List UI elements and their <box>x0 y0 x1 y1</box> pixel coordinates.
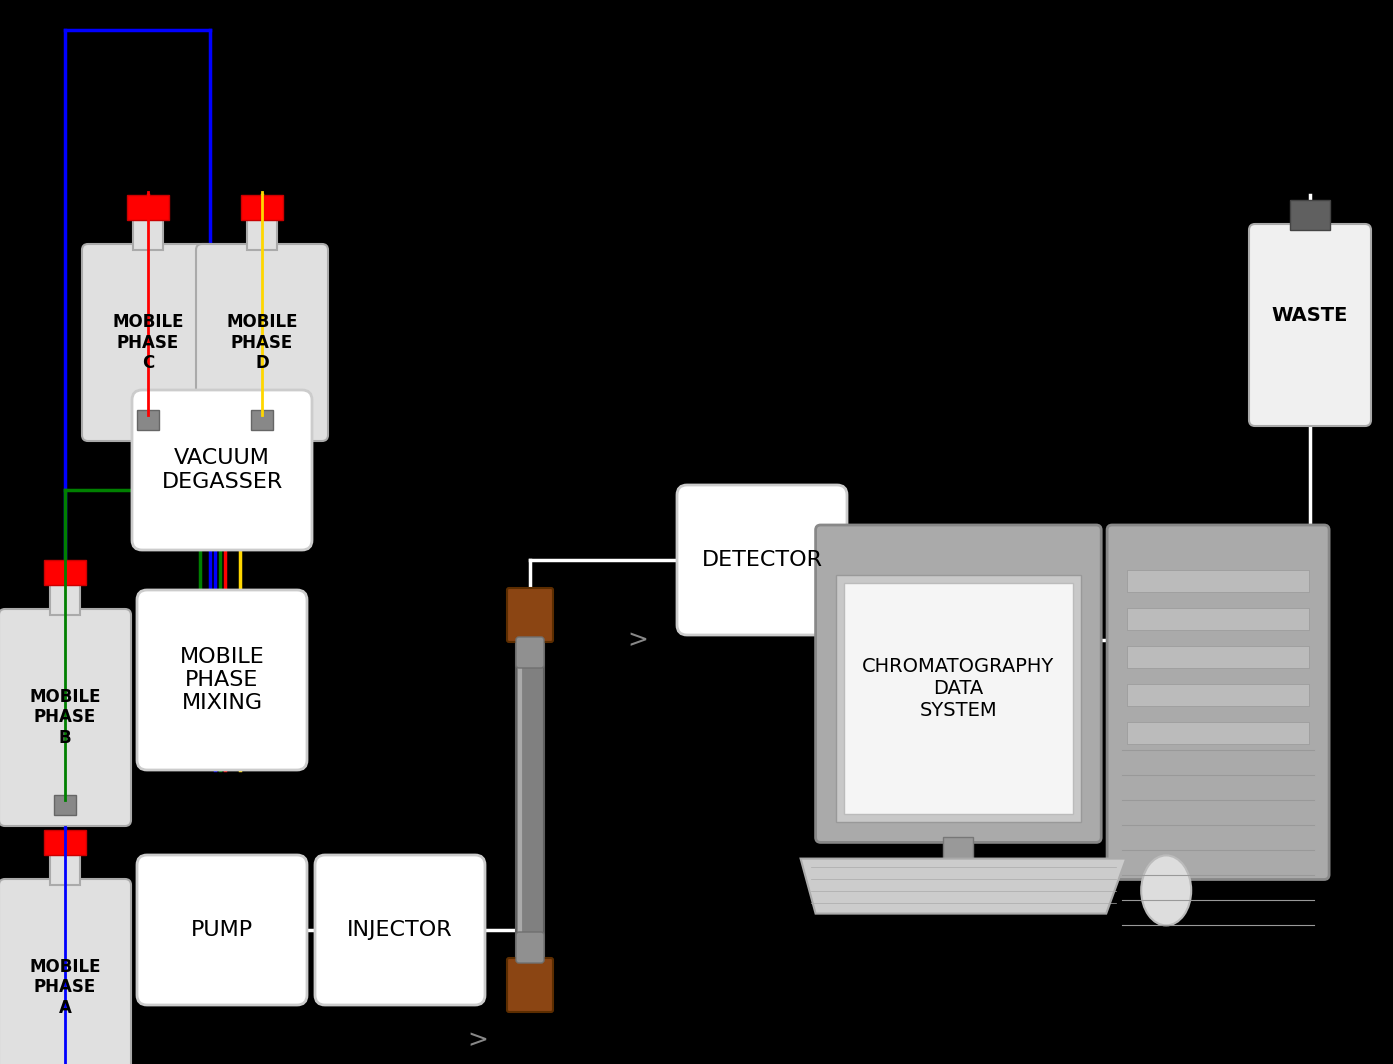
Text: VACUUM
DEGASSER: VACUUM DEGASSER <box>162 448 283 492</box>
Text: MOBILE
PHASE
C: MOBILE PHASE C <box>113 313 184 372</box>
FancyBboxPatch shape <box>677 485 847 635</box>
Bar <box>836 575 1081 822</box>
Bar <box>247 220 277 250</box>
Bar <box>1127 570 1309 592</box>
FancyBboxPatch shape <box>196 244 327 440</box>
Bar <box>1127 646 1309 668</box>
Text: INJECTOR: INJECTOR <box>347 920 453 940</box>
Bar <box>50 585 79 615</box>
Text: >: > <box>468 1028 489 1052</box>
FancyBboxPatch shape <box>137 855 306 1005</box>
Text: MOBILE
PHASE
MIXING: MOBILE PHASE MIXING <box>180 647 265 713</box>
Bar <box>137 410 159 430</box>
Bar <box>1127 684 1309 706</box>
FancyBboxPatch shape <box>515 637 545 668</box>
Bar <box>45 830 86 855</box>
Bar <box>1127 608 1309 630</box>
Bar <box>45 560 86 585</box>
Ellipse shape <box>1141 855 1191 926</box>
FancyBboxPatch shape <box>315 855 485 1005</box>
FancyBboxPatch shape <box>815 525 1102 843</box>
Bar <box>1127 722 1309 744</box>
Text: DETECTOR: DETECTOR <box>702 550 822 570</box>
FancyBboxPatch shape <box>0 879 131 1064</box>
FancyBboxPatch shape <box>507 588 553 642</box>
Text: >: > <box>868 628 889 652</box>
Text: CHROMATOGRAPHY
DATA
SYSTEM: CHROMATOGRAPHY DATA SYSTEM <box>862 658 1055 720</box>
Bar <box>50 855 79 885</box>
Bar <box>54 795 77 815</box>
FancyBboxPatch shape <box>0 609 131 826</box>
FancyBboxPatch shape <box>879 883 1038 912</box>
Bar <box>943 837 974 887</box>
Text: MOBILE
PHASE
A: MOBILE PHASE A <box>29 958 100 1017</box>
Bar <box>251 410 273 430</box>
Bar <box>844 583 1073 814</box>
Bar <box>241 195 283 220</box>
Bar <box>132 220 163 250</box>
FancyBboxPatch shape <box>1107 525 1329 880</box>
Text: >: > <box>628 628 648 652</box>
Text: MOBILE
PHASE
B: MOBILE PHASE B <box>29 687 100 747</box>
FancyBboxPatch shape <box>1250 225 1371 426</box>
FancyBboxPatch shape <box>515 932 545 963</box>
Bar <box>127 195 169 220</box>
Polygon shape <box>801 859 1126 914</box>
Text: PUMP: PUMP <box>191 920 254 940</box>
FancyBboxPatch shape <box>137 591 306 770</box>
FancyBboxPatch shape <box>82 244 215 440</box>
Text: MOBILE
PHASE
D: MOBILE PHASE D <box>226 313 298 372</box>
Bar <box>1290 200 1330 230</box>
Text: WASTE: WASTE <box>1272 306 1348 325</box>
FancyBboxPatch shape <box>132 390 312 550</box>
FancyBboxPatch shape <box>507 958 553 1012</box>
Bar <box>515 591 545 1010</box>
